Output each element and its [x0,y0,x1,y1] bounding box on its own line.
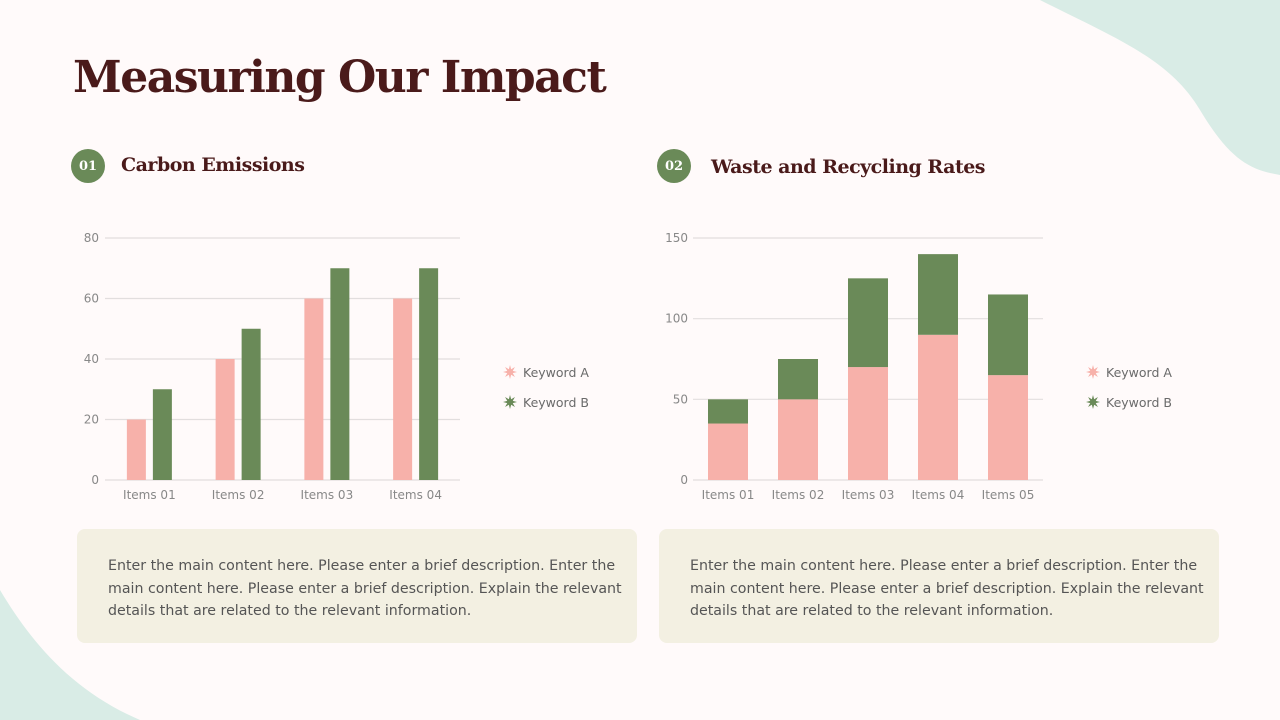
description-box: Enter the main content here. Please ente… [77,529,637,643]
bar-keyword-b [918,254,958,335]
x-tick-label: Items 04 [912,488,965,502]
x-tick-label: Items 05 [982,488,1035,502]
section-title: Waste and Recycling Rates [711,156,986,178]
x-tick-label: Items 01 [123,488,176,502]
legend-item: Keyword A [1086,357,1172,387]
y-tick-label: 60 [84,292,99,306]
bar-keyword-a [215,359,235,480]
star-burst-icon [1086,395,1100,409]
description-box: Enter the main content here. Please ente… [659,529,1219,643]
x-tick-label: Items 01 [702,488,755,502]
y-tick-label: 0 [91,473,99,487]
x-tick-label: Items 03 [842,488,895,502]
bar-keyword-b [330,268,350,480]
x-tick-label: Items 02 [772,488,825,502]
legend-item: Keyword A [503,357,589,387]
star-burst-icon [503,365,517,379]
bar-keyword-a [918,334,958,480]
bar-keyword-a [126,419,146,480]
bar-keyword-a [708,423,748,480]
legend-label: Keyword A [1106,364,1172,380]
x-tick-label: Items 02 [212,488,265,502]
y-tick-label: 150 [665,231,688,245]
section-number-badge: 02 [657,149,691,183]
legend-label: Keyword B [523,394,589,410]
bar-keyword-a [988,375,1028,480]
y-tick-label: 50 [673,392,688,406]
section-title: Carbon Emissions [121,154,305,176]
bar-keyword-b [848,278,888,368]
legend-label: Keyword A [523,364,589,380]
chart-legend: Keyword A Keyword B [503,357,589,417]
bar-keyword-a [304,298,324,480]
bar-keyword-b [241,328,261,480]
legend-item: Keyword B [1086,387,1172,417]
bar-keyword-b [988,294,1028,376]
bar-keyword-b [419,268,439,480]
legend-label: Keyword B [1106,394,1172,410]
y-tick-label: 100 [665,312,688,326]
y-tick-label: 80 [84,231,99,245]
section-number-badge: 01 [71,149,105,183]
bar-keyword-a [393,298,413,480]
x-tick-label: Items 04 [389,488,442,502]
star-burst-icon [1086,365,1100,379]
chart-legend: Keyword A Keyword B [1086,357,1172,417]
bar-keyword-b [708,399,748,424]
bar-keyword-b [152,389,172,480]
bar-keyword-a [778,399,818,480]
page-title: Measuring Our Impact [73,52,607,103]
star-burst-icon [503,395,517,409]
bar-keyword-a [848,367,888,480]
y-tick-label: 20 [84,413,99,427]
x-tick-label: Items 03 [301,488,354,502]
y-tick-label: 40 [84,352,99,366]
bar-keyword-b [778,359,818,400]
legend-item: Keyword B [503,387,589,417]
y-tick-label: 0 [680,473,688,487]
